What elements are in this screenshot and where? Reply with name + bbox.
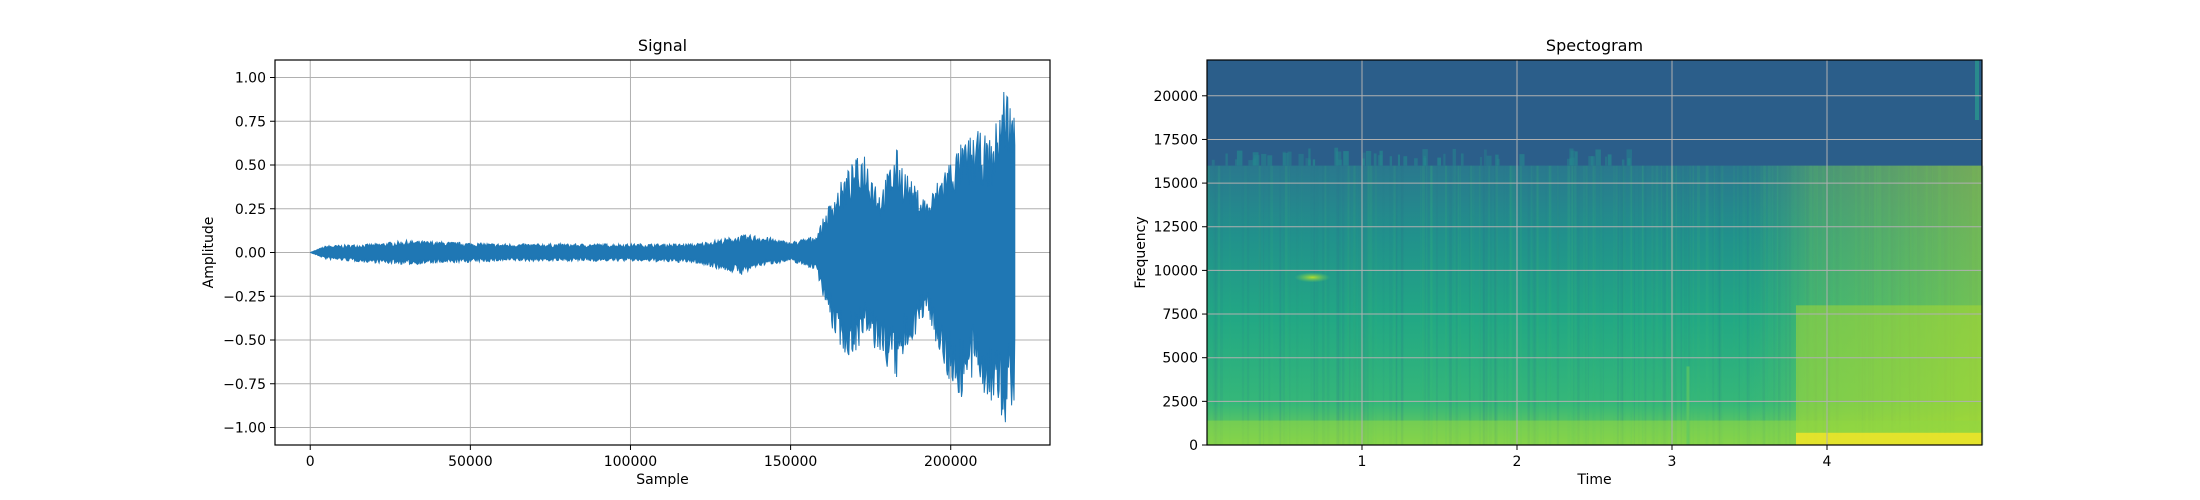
spectrogram-edge	[1590, 156, 1595, 166]
spectrogram-edge	[1595, 149, 1601, 166]
spectrogram-edge	[1343, 151, 1349, 166]
signal-plot: 0 50000 100000 150000 200000 1.00 0.75 0.50 0.25…	[201, 36, 1051, 488]
spectrogram-loud-region	[1207, 165, 1982, 445]
spectrogram-x-tick-label: 1	[1358, 454, 1367, 470]
spectrogram-edge	[1236, 150, 1243, 166]
spectrogram-edge	[1443, 153, 1446, 166]
spectrogram-edge	[1607, 154, 1612, 166]
signal-y-tick-label: 0.50	[235, 158, 266, 174]
spectrogram-edge	[1377, 155, 1383, 166]
spectrogram-edge	[1397, 154, 1400, 166]
signal-x-tick-label: 200000	[924, 454, 977, 470]
spectrogram-y-tick-label: 7500	[1162, 307, 1198, 323]
signal-y-tick-label: 0.75	[235, 114, 266, 130]
spectrogram-edge	[1211, 159, 1215, 166]
spectrogram-edge	[1261, 153, 1267, 166]
signal-y-tick-label: −1.00	[223, 421, 266, 437]
signal-ylabel: Amplitude	[201, 217, 217, 289]
spectrogram-edge	[1308, 159, 1311, 166]
spectrogram-edge	[1414, 158, 1418, 166]
spectrogram-ticks: 1 2 3 4 0 2500 5000 7500 10000 12500 15000 17500 200…	[1153, 89, 1831, 470]
signal-x-tick-label: 50000	[448, 454, 493, 470]
signal-y-tick-label: 1.00	[235, 71, 266, 87]
spectrogram-edge	[1479, 157, 1482, 166]
spectrogram-y-tick-label: 12500	[1153, 220, 1198, 236]
spectrogram-edge	[1248, 160, 1254, 166]
signal-y-tick-label: 0.25	[235, 202, 266, 218]
spectrogram-edge	[1422, 149, 1428, 166]
signal-xlabel: Sample	[636, 472, 689, 488]
spectrogram-axes-frame	[1206, 59, 1983, 446]
spectrogram-edge	[1569, 157, 1575, 166]
spectrogram-y-tick-label: 0	[1189, 438, 1198, 454]
spectrogram-edge	[1362, 158, 1365, 166]
spectrogram-y-tick-label: 5000	[1162, 351, 1198, 367]
spectrogram-edge	[1235, 159, 1238, 166]
signal-title: Signal	[638, 36, 687, 55]
spectrogram-edge-column	[1975, 60, 1979, 120]
spectrogram-plot: 1 2 3 4 0 2500 5000 7500 10000 12500 15000 17500 200…	[1133, 36, 1984, 488]
spectrogram-texture	[1981, 165, 1984, 445]
spectrogram-x-tick-label: 4	[1823, 454, 1832, 470]
signal-y-tick-label: 0.00	[235, 246, 266, 262]
signal-x-tick-label: 0	[306, 454, 315, 470]
spectrogram-image	[1207, 60, 1984, 445]
spectrogram-edge	[1569, 148, 1574, 166]
spectrogram-edge	[1305, 158, 1311, 166]
spectrogram-y-tick-label: 2500	[1162, 394, 1198, 410]
spectrogram-edge	[1621, 159, 1625, 166]
signal-waveform	[310, 91, 1016, 423]
spectrogram-edge	[1282, 152, 1289, 166]
signal-y-tick-label: −0.50	[223, 333, 266, 349]
spectrogram-edge	[1519, 154, 1525, 166]
spectrogram-edge	[1496, 158, 1500, 166]
spectrogram-title: Spectogram	[1546, 36, 1643, 55]
signal-x-tick-label: 100000	[604, 454, 657, 470]
signal-y-tick-label: −0.75	[223, 377, 266, 393]
spectrogram-edge	[1460, 153, 1464, 166]
spectrogram-edge	[1389, 156, 1392, 166]
spectrogram-edge	[1605, 156, 1608, 166]
spectrogram-y-tick-label: 17500	[1153, 132, 1198, 148]
spectrogram-edge	[1366, 151, 1372, 166]
spectrogram-edge	[1588, 156, 1593, 166]
spectrogram-edge	[1287, 151, 1292, 166]
spectrogram-edge	[1362, 152, 1366, 166]
spectrogram-edge	[1267, 155, 1273, 166]
signal-y-tick-label: −0.25	[223, 289, 266, 305]
spectrogram-edge	[1437, 157, 1441, 166]
spectrogram-edge	[1225, 153, 1228, 166]
spectrogram-edge	[1486, 155, 1492, 166]
spectrogram-x-tick-label: 2	[1513, 454, 1522, 470]
spectrogram-y-tick-label: 10000	[1153, 263, 1198, 279]
spectrogram-edge	[1403, 156, 1408, 166]
spectrogram-edge	[1484, 149, 1487, 166]
spectrogram-edge	[1298, 153, 1304, 166]
spectrogram-y-tick-label: 15000	[1153, 176, 1198, 192]
spectrogram-edge	[1452, 148, 1456, 166]
spectrogram-blob	[1294, 272, 1331, 283]
spectrogram-edge	[1373, 153, 1377, 166]
spectrogram-edge	[1336, 151, 1342, 166]
signal-x-tick-label: 150000	[764, 454, 817, 470]
spectrogram-edge	[1574, 151, 1578, 166]
spectrogram-ylabel: Frequency	[1133, 216, 1149, 288]
spectrogram-low-floor-loud	[1796, 432, 1982, 445]
spectrogram-y-tick-label: 20000	[1153, 89, 1198, 105]
spectrogram-transient	[1686, 366, 1690, 445]
spectrogram-edge	[1312, 159, 1316, 166]
signal-ticks: 0 50000 100000 150000 200000 1.00 0.75 0.50 0.25…	[223, 71, 977, 471]
spectrogram-edge	[1252, 152, 1259, 166]
spectrogram-xlabel: Time	[1576, 472, 1611, 488]
spectrogram-edge	[1626, 149, 1632, 166]
spectrogram-edge	[1308, 148, 1311, 166]
spectrogram-x-tick-label: 3	[1668, 454, 1677, 470]
